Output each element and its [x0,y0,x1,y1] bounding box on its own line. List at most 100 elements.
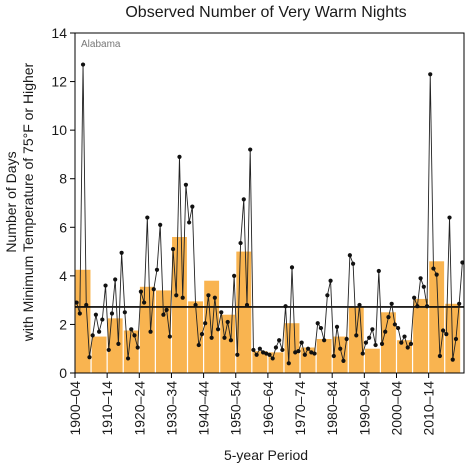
chart-title: Observed Number of Very Warm Nights [125,4,406,21]
bar-1900–04 [75,269,91,373]
annual-point-1943 [212,295,217,300]
y-tick-label: 14 [51,25,67,41]
annual-point-1914 [119,250,124,255]
annual-point-1937 [193,302,198,308]
annual-point-1969 [296,349,301,354]
annual-point-1922 [145,215,150,220]
annual-point-2004 [408,341,414,346]
annual-point-2001 [399,340,404,345]
annual-point-1902 [80,62,86,67]
annual-point-1945 [219,310,224,315]
annual-point-1998 [389,301,394,306]
annual-point-1977 [322,338,327,343]
bar-2010–14 [429,261,445,373]
annual-point-1944 [215,327,221,332]
y-axis-label-line1: Number of Days [3,151,19,252]
annual-point-1942 [209,335,214,340]
annual-point-1917 [129,327,134,332]
annual-point-1950 [235,352,240,357]
annual-point-2003 [405,345,410,350]
x-tick-label: 1920–24 [131,381,147,436]
x-tick-label: 1960–64 [260,381,276,436]
x-tick-label: 1980–84 [324,381,340,436]
annual-point-1960 [267,352,272,357]
annual-point-1976 [318,325,324,331]
annual-point-2012 [434,272,439,277]
x-tick-label: 2010–14 [421,381,437,436]
y-tick-label: 6 [59,219,67,235]
annual-point-1958 [260,350,266,355]
y-tick-label: 12 [51,74,67,90]
y-tick-label: 0 [59,365,67,381]
annual-point-1959 [264,351,269,356]
x-tick-label: 2000–04 [388,381,404,436]
annual-point-2009 [424,304,430,309]
annual-point-1930 [170,247,176,252]
annual-point-1939 [199,332,205,337]
annual-point-1947 [225,319,230,325]
y-tick-label: 8 [59,171,67,187]
annual-point-1973 [309,350,314,355]
annual-point-2017 [450,357,455,362]
annual-point-1964 [280,347,285,353]
annual-point-1979 [328,278,333,283]
bar-1985–89 [348,307,364,373]
x-axis-label: 5-year Period [224,447,308,463]
x-tick-label: 1970–74 [292,381,308,436]
annual-point-2002 [402,334,407,339]
plot-area [74,32,465,374]
annual-point-1900 [74,300,79,305]
annual-point-1946 [222,335,227,340]
annual-point-1982 [338,346,343,351]
annual-point-1918 [132,333,137,338]
annual-point-1907 [97,329,102,334]
annual-point-1992 [370,327,375,332]
bar-1910–14 [107,318,123,373]
annual-point-2011 [431,266,436,271]
annual-point-1986 [350,261,356,266]
bar-1995–99 [381,312,396,373]
annual-point-1952 [241,197,246,202]
annual-point-1916 [125,356,131,361]
y-tick-label: 2 [59,316,67,332]
annual-point-1919 [135,345,140,350]
bar-1915–19 [123,330,139,373]
y-tick-label: 10 [51,122,67,138]
bar-1940–44 [204,280,220,373]
annual-point-2013 [437,353,442,359]
annual-point-1968 [293,350,298,355]
annual-point-1948 [228,338,234,343]
annual-point-1910 [106,347,111,353]
annual-point-1993 [373,342,378,348]
annual-point-1970 [299,340,304,345]
annual-point-1936 [190,204,195,209]
annual-point-2000 [396,325,401,331]
annual-point-1967 [289,265,295,270]
annual-point-1953 [244,302,250,308]
annual-point-1932 [177,154,182,159]
annual-point-1926 [158,222,163,227]
annual-point-1920 [138,289,143,294]
annual-point-1984 [344,336,349,342]
annual-point-2020 [460,260,465,265]
annual-point-1908 [100,317,105,322]
x-tick-label: 1940–44 [196,381,212,436]
annual-point-2016 [447,215,452,220]
annual-point-1954 [248,147,253,152]
annual-point-2010 [428,72,433,77]
annual-point-1927 [161,312,166,317]
annual-point-1925 [154,267,160,272]
bar-1905–09 [91,336,107,373]
y-axis: 0 2 4 6 8 10 12 14 [51,25,75,381]
annual-point-1996 [383,329,388,334]
annual-point-1912 [113,277,118,282]
annual-point-1997 [386,315,391,320]
annual-point-1971 [302,352,307,357]
annual-point-1949 [232,273,237,278]
annual-point-1962 [273,345,279,350]
annual-point-2014 [441,328,446,333]
bar-1980–84 [332,336,348,373]
annual-point-2018 [453,336,459,342]
annual-point-1909 [103,283,108,288]
